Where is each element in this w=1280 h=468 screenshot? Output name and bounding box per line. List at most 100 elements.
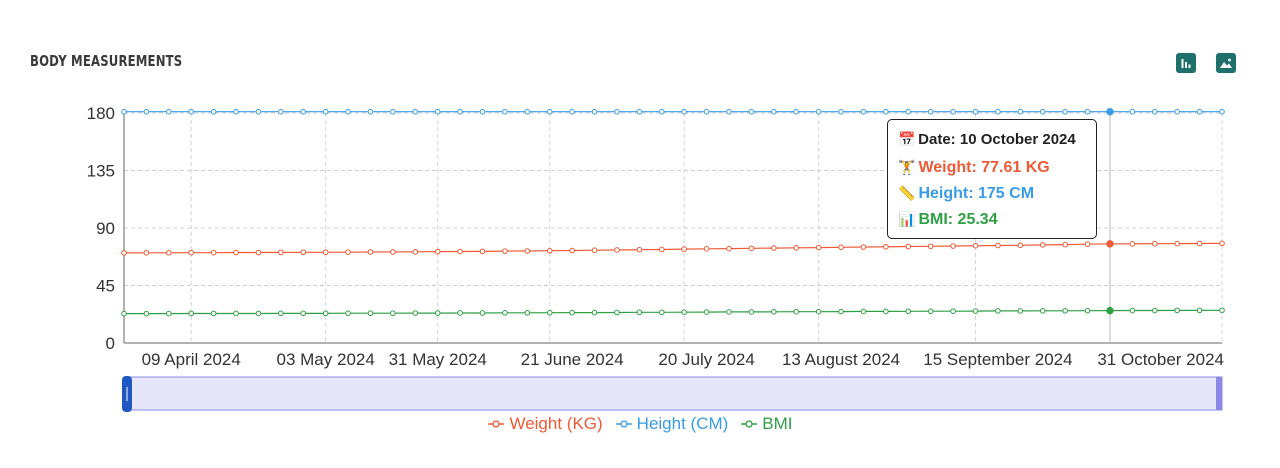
- data-point-height[interactable]: [793, 108, 800, 115]
- data-point-height[interactable]: [278, 108, 284, 115]
- data-point-weight[interactable]: [479, 248, 486, 255]
- data-point-bmi[interactable]: [771, 309, 777, 315]
- data-point-bmi[interactable]: [434, 310, 441, 316]
- data-point-weight[interactable]: [233, 249, 239, 256]
- data-point-weight[interactable]: [188, 249, 195, 256]
- data-point-bmi[interactable]: [703, 309, 710, 315]
- data-point-weight[interactable]: [1174, 240, 1180, 247]
- data-point-weight[interactable]: [1062, 241, 1068, 248]
- data-point-weight[interactable]: [434, 248, 441, 255]
- data-point-height[interactable]: [322, 108, 329, 115]
- data-point-bmi[interactable]: [278, 310, 284, 317]
- data-point-weight[interactable]: [658, 246, 665, 253]
- data-point-bmi[interactable]: [793, 308, 800, 315]
- data-point-weight[interactable]: [390, 249, 396, 255]
- data-point-weight[interactable]: [569, 247, 575, 254]
- data-point-height[interactable]: [815, 108, 822, 115]
- data-point-height[interactable]: [703, 108, 710, 115]
- data-point-bmi[interactable]: [1196, 307, 1203, 314]
- data-point-height[interactable]: [1106, 108, 1114, 116]
- data-point-weight[interactable]: [1196, 240, 1203, 247]
- data-point-weight[interactable]: [950, 243, 956, 249]
- data-point-weight[interactable]: [166, 249, 172, 256]
- data-point-bmi[interactable]: [658, 309, 665, 316]
- data-point-height[interactable]: [748, 108, 755, 115]
- zoom-range-area[interactable]: [126, 376, 1223, 411]
- data-point-bmi[interactable]: [367, 310, 374, 317]
- data-point-height[interactable]: [1219, 108, 1225, 115]
- data-point-height[interactable]: [524, 108, 531, 115]
- data-point-weight[interactable]: [995, 242, 1001, 249]
- data-point-weight[interactable]: [524, 248, 531, 254]
- data-point-weight[interactable]: [883, 243, 889, 250]
- data-point-bmi[interactable]: [1062, 308, 1068, 314]
- data-point-weight[interactable]: [143, 249, 150, 256]
- data-point-bmi[interactable]: [188, 310, 195, 317]
- data-point-height[interactable]: [927, 108, 934, 115]
- data-point-bmi[interactable]: [322, 310, 329, 317]
- data-point-height[interactable]: [166, 108, 172, 115]
- data-point-bmi[interactable]: [1174, 307, 1180, 314]
- data-point-weight[interactable]: [412, 248, 419, 255]
- data-point-weight[interactable]: [927, 243, 934, 250]
- data-point-height[interactable]: [883, 108, 889, 115]
- data-point-height[interactable]: [569, 108, 575, 115]
- data-point-weight[interactable]: [681, 246, 688, 252]
- data-point-bmi[interactable]: [995, 308, 1001, 314]
- data-point-bmi[interactable]: [1017, 308, 1024, 314]
- data-point-height[interactable]: [188, 108, 195, 115]
- legend-item-height[interactable]: Height (CM): [615, 414, 728, 434]
- data-point-bmi[interactable]: [457, 310, 463, 316]
- data-point-weight[interactable]: [502, 248, 508, 254]
- data-point-height[interactable]: [591, 108, 598, 115]
- data-point-weight[interactable]: [210, 249, 217, 256]
- data-point-height[interactable]: [972, 108, 979, 115]
- data-point-bmi[interactable]: [838, 308, 844, 315]
- data-point-weight[interactable]: [838, 244, 844, 251]
- data-point-bmi[interactable]: [748, 309, 755, 315]
- data-point-height[interactable]: [905, 108, 912, 115]
- data-point-height[interactable]: [995, 108, 1001, 115]
- data-point-height[interactable]: [636, 108, 643, 115]
- data-point-bmi[interactable]: [166, 310, 172, 317]
- data-point-height[interactable]: [860, 108, 867, 115]
- data-point-bmi[interactable]: [300, 310, 307, 317]
- data-point-bmi[interactable]: [591, 309, 598, 316]
- data-point-weight[interactable]: [636, 246, 643, 253]
- data-point-height[interactable]: [1196, 108, 1203, 115]
- data-point-weight[interactable]: [1106, 240, 1114, 248]
- data-point-height[interactable]: [412, 108, 419, 115]
- data-point-height[interactable]: [255, 108, 262, 115]
- data-point-bmi[interactable]: [479, 310, 486, 316]
- data-point-bmi[interactable]: [972, 308, 979, 314]
- data-point-weight[interactable]: [300, 249, 307, 256]
- data-point-bmi[interactable]: [143, 310, 150, 317]
- data-point-weight[interactable]: [367, 249, 374, 255]
- data-point-height[interactable]: [1039, 108, 1046, 115]
- data-point-bmi[interactable]: [524, 310, 531, 316]
- data-point-height[interactable]: [658, 108, 665, 115]
- download-image-button[interactable]: [1216, 53, 1236, 73]
- data-point-weight[interactable]: [1084, 241, 1091, 248]
- data-point-weight[interactable]: [972, 242, 979, 249]
- data-point-height[interactable]: [1017, 108, 1024, 115]
- bar-chart-button[interactable]: [1176, 53, 1196, 73]
- data-point-bmi[interactable]: [412, 310, 419, 316]
- data-point-bmi[interactable]: [636, 309, 643, 316]
- data-point-bmi[interactable]: [1106, 306, 1114, 315]
- data-point-weight[interactable]: [793, 245, 800, 251]
- data-point-bmi[interactable]: [210, 310, 217, 317]
- data-point-bmi[interactable]: [726, 309, 732, 315]
- data-point-weight[interactable]: [1219, 240, 1225, 247]
- data-point-weight[interactable]: [1129, 241, 1136, 247]
- data-point-bmi[interactable]: [614, 309, 620, 316]
- data-point-height[interactable]: [681, 108, 688, 115]
- data-point-bmi[interactable]: [255, 310, 262, 317]
- data-point-height[interactable]: [726, 108, 732, 115]
- data-point-weight[interactable]: [703, 246, 710, 252]
- data-point-weight[interactable]: [255, 249, 262, 256]
- data-point-height[interactable]: [479, 108, 486, 115]
- data-point-weight[interactable]: [1151, 240, 1158, 247]
- data-point-height[interactable]: [1151, 108, 1158, 115]
- data-point-weight[interactable]: [771, 245, 777, 251]
